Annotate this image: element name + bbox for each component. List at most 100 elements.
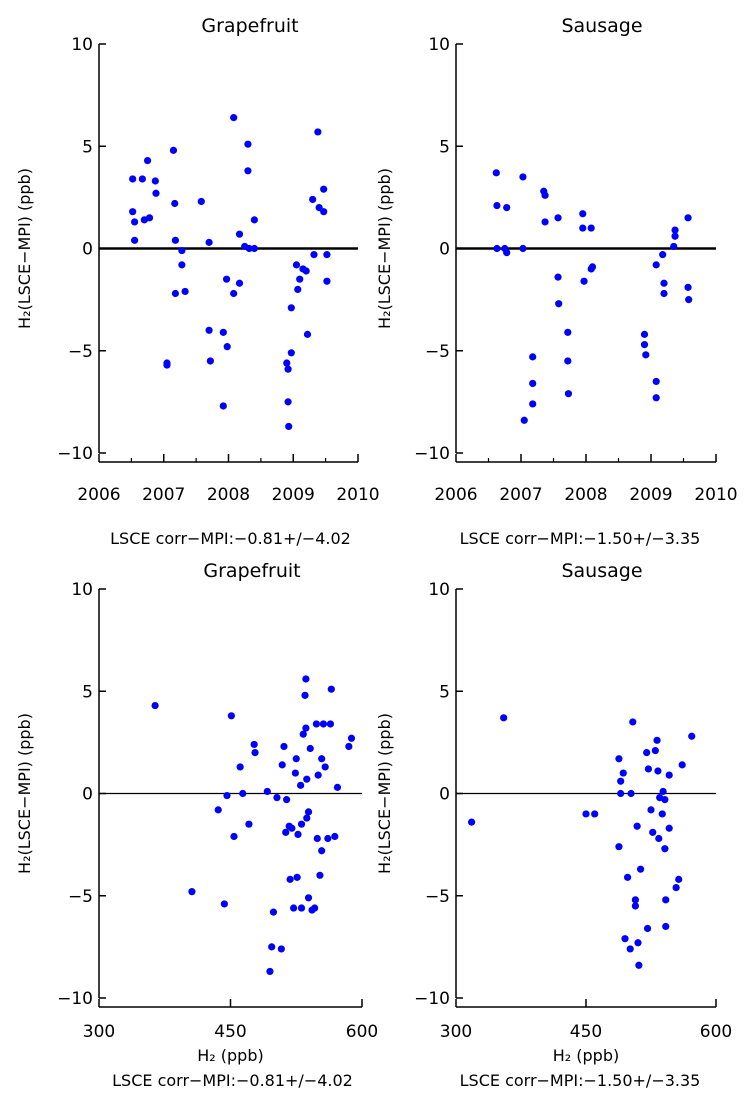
data-point — [642, 351, 650, 359]
x-tick-label: 2006 — [434, 485, 477, 505]
grapefruit-h2-panel: Grapefruit −10 −5 0 5 10 300 450 600 H₂(LSCE−MPI)… — [15, 560, 378, 1090]
data-point — [227, 712, 235, 720]
data-point — [188, 888, 196, 896]
data-point — [278, 761, 286, 769]
x-tick-label: 2007 — [499, 485, 542, 505]
y-tick-label: −10 — [57, 444, 93, 464]
data-point — [345, 742, 353, 751]
y-axis-label: H₂(LSCE−MPI) (ppb) — [375, 713, 394, 874]
data-point — [644, 765, 653, 773]
data-point — [652, 261, 660, 269]
data-point — [143, 156, 152, 165]
data-point — [326, 720, 335, 728]
data-point — [580, 277, 588, 285]
data-point — [303, 330, 312, 338]
x-tick-label: 450 — [214, 1022, 246, 1042]
data-point — [310, 251, 318, 259]
data-point — [235, 279, 244, 287]
data-point — [219, 328, 227, 336]
data-point — [284, 398, 292, 406]
data-point — [138, 175, 146, 183]
data-point — [178, 261, 186, 269]
data-point — [306, 744, 314, 753]
data-point — [171, 289, 180, 298]
data-point — [627, 789, 635, 798]
data-point — [503, 204, 511, 212]
data-point — [327, 685, 335, 693]
data-point — [304, 894, 313, 902]
x-tick-label: 300 — [83, 1022, 115, 1042]
data-point — [688, 732, 696, 740]
data-point — [672, 883, 680, 892]
y-tick-label: 5 — [439, 137, 450, 157]
data-point — [250, 740, 258, 749]
y-tick-label: 10 — [71, 35, 93, 55]
data-point — [492, 169, 500, 177]
x-tick-label: 600 — [346, 1022, 378, 1042]
x-tick-label: 300 — [440, 1022, 472, 1042]
data-point — [181, 287, 189, 296]
y-tick-label: 0 — [82, 785, 93, 805]
statistics-caption: LSCE corr−MPI:−0.81+/−4.02 — [110, 529, 351, 548]
data-point — [529, 400, 537, 408]
data-point — [245, 820, 253, 828]
data-point — [662, 896, 670, 904]
data-point — [314, 128, 322, 136]
data-point — [171, 236, 180, 244]
data-point — [290, 904, 298, 912]
data-point — [284, 365, 292, 373]
data-point — [280, 742, 288, 751]
data-point — [347, 734, 356, 742]
data-point — [635, 961, 643, 969]
data-point — [236, 763, 244, 771]
data-point — [653, 736, 661, 744]
data-point — [171, 199, 179, 208]
data-point — [169, 146, 178, 154]
data-point — [640, 341, 649, 349]
x-tick-label: 2006 — [77, 485, 120, 505]
data-point — [617, 777, 625, 785]
data-point — [629, 718, 637, 726]
data-point — [626, 945, 634, 953]
data-point — [554, 273, 562, 281]
data-point — [640, 330, 649, 338]
data-point — [555, 300, 563, 308]
x-axis-label: H₂ (ppb) — [197, 1046, 263, 1065]
data-point — [468, 818, 476, 826]
data-point — [541, 218, 549, 226]
y-tick-label: 5 — [82, 682, 93, 702]
data-point — [615, 843, 623, 851]
y-axis-label: H₂(LSCE−MPI) (ppb) — [375, 168, 394, 329]
data-point — [333, 783, 342, 791]
y-tick-label: 0 — [439, 785, 450, 805]
data-point — [230, 832, 238, 841]
data-point — [323, 251, 331, 259]
data-point — [205, 238, 213, 246]
y-tick-label: 5 — [82, 137, 93, 157]
x-tick-label: 2008 — [564, 485, 607, 505]
data-point — [624, 873, 632, 881]
data-point — [500, 714, 508, 722]
data-point — [304, 808, 313, 816]
data-point — [323, 277, 331, 285]
data-point — [665, 824, 673, 832]
data-point — [266, 967, 274, 976]
data-point — [659, 251, 667, 259]
y-tick-label: −5 — [425, 887, 450, 907]
data-point — [223, 343, 231, 351]
data-point — [671, 226, 679, 234]
data-point — [643, 924, 652, 933]
data-point — [269, 908, 278, 916]
data-point — [652, 394, 660, 402]
x-tick-label: 2010 — [336, 485, 379, 505]
data-point — [316, 871, 324, 879]
y-axis-label: H₂(LSCE−MPI) (ppb) — [15, 713, 34, 874]
y-tick-label: −5 — [68, 342, 93, 362]
data-point — [302, 724, 310, 732]
data-point — [235, 230, 244, 238]
data-point — [318, 847, 326, 855]
data-point — [652, 377, 660, 386]
data-point — [250, 216, 258, 224]
data-point — [685, 296, 693, 304]
data-point — [285, 422, 293, 431]
